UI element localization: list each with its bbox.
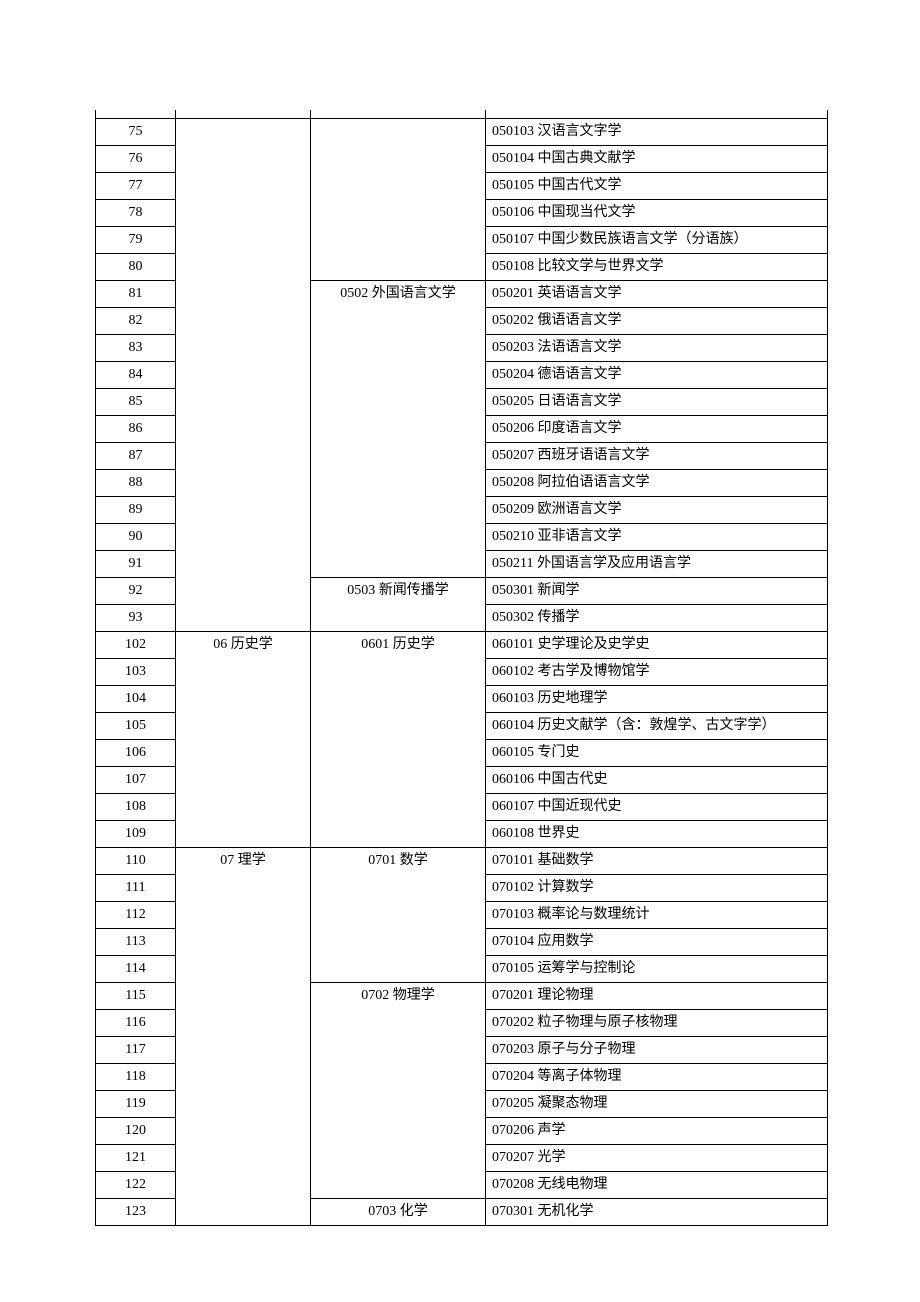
row-number: 111 — [96, 875, 176, 902]
row-number: 77 — [96, 173, 176, 200]
row-number: 85 — [96, 389, 176, 416]
discipline-l2-cell: 070204 等离子体物理 — [486, 1064, 828, 1091]
row-number: 92 — [96, 578, 176, 605]
discipline-l1-cell: 0601 历史学 — [311, 632, 486, 848]
discipline-l2-cell: 050302 传播学 — [486, 605, 828, 632]
disciplines-table: 75 050103 汉语言文字学 76 050104 中国古典文献学 77 050105 … — [95, 110, 828, 1226]
row-number: 81 — [96, 281, 176, 308]
discipline-l2-cell: 050107 中国少数民族语言文学（分语族） — [486, 227, 828, 254]
discipline-l1-cell — [311, 119, 486, 281]
row-number: 86 — [96, 416, 176, 443]
discipline-l2-cell: 050105 中国古代文学 — [486, 173, 828, 200]
row-number: 79 — [96, 227, 176, 254]
row-number: 108 — [96, 794, 176, 821]
row-number: 118 — [96, 1064, 176, 1091]
discipline-l2-cell: 050206 印度语言文学 — [486, 416, 828, 443]
discipline-l2-cell: 060108 世界史 — [486, 821, 828, 848]
discipline-l2-cell: 050208 阿拉伯语语言文学 — [486, 470, 828, 497]
discipline-l2-cell: 050106 中国现当代文学 — [486, 200, 828, 227]
discipline-l2-cell: 050204 德语语言文学 — [486, 362, 828, 389]
row-number: 90 — [96, 524, 176, 551]
discipline-l2-cell: 050103 汉语言文字学 — [486, 119, 828, 146]
discipline-l2-cell: 070207 光学 — [486, 1145, 828, 1172]
discipline-l2-cell: 060101 史学理论及史学史 — [486, 632, 828, 659]
discipline-l2-cell: 070101 基础数学 — [486, 848, 828, 875]
discipline-l2-cell: 070102 计算数学 — [486, 875, 828, 902]
discipline-l2-cell: 070206 声学 — [486, 1118, 828, 1145]
row-number: 117 — [96, 1037, 176, 1064]
row-number: 110 — [96, 848, 176, 875]
discipline-l2-cell: 050211 外国语言学及应用语言学 — [486, 551, 828, 578]
discipline-l2-cell: 050209 欧洲语言文学 — [486, 497, 828, 524]
discipline-l1-cell: 0701 数学 — [311, 848, 486, 983]
discipline-l2-cell: 070208 无线电物理 — [486, 1172, 828, 1199]
row-number: 120 — [96, 1118, 176, 1145]
discipline-l1-cell: 0503 新闻传播学 — [311, 578, 486, 632]
discipline-l2-cell: 060107 中国近现代史 — [486, 794, 828, 821]
row-number: 93 — [96, 605, 176, 632]
row-number: 82 — [96, 308, 176, 335]
discipline-l2-cell: 060106 中国古代史 — [486, 767, 828, 794]
discipline-l2-cell: 070105 运筹学与控制论 — [486, 956, 828, 983]
discipline-l2-cell: 050203 法语语言文学 — [486, 335, 828, 362]
row-number: 114 — [96, 956, 176, 983]
discipline-l2-cell: 050201 英语语言文学 — [486, 281, 828, 308]
row-number: 84 — [96, 362, 176, 389]
row-number: 75 — [96, 119, 176, 146]
discipline-l2-cell: 050205 日语语言文学 — [486, 389, 828, 416]
row-number: 112 — [96, 902, 176, 929]
discipline-l1-cell: 0702 物理学 — [311, 983, 486, 1199]
discipline-l2-cell: 060103 历史地理学 — [486, 686, 828, 713]
row-number: 76 — [96, 146, 176, 173]
discipline-l2-cell: 070205 凝聚态物理 — [486, 1091, 828, 1118]
row-number: 115 — [96, 983, 176, 1010]
discipline-l2-cell: 060105 专门史 — [486, 740, 828, 767]
category-cell: 07 理学 — [176, 848, 311, 1226]
row-number: 113 — [96, 929, 176, 956]
discipline-l2-cell: 050108 比较文学与世界文学 — [486, 254, 828, 281]
row-number: 105 — [96, 713, 176, 740]
row-number: 123 — [96, 1199, 176, 1226]
discipline-l2-cell: 050207 西班牙语语言文学 — [486, 443, 828, 470]
row-number: 106 — [96, 740, 176, 767]
category-cell: 06 历史学 — [176, 632, 311, 848]
discipline-l2-cell: 060104 历史文献学（含：敦煌学、古文字学） — [486, 713, 828, 740]
discipline-l2-cell: 070201 理论物理 — [486, 983, 828, 1010]
discipline-l2-cell: 050301 新闻学 — [486, 578, 828, 605]
table-row: 11007 理学0701 数学070101 基础数学 — [96, 848, 828, 875]
row-number: 83 — [96, 335, 176, 362]
discipline-l2-cell: 050104 中国古典文献学 — [486, 146, 828, 173]
row-number: 119 — [96, 1091, 176, 1118]
table-row: 75 050103 汉语言文字学 — [96, 119, 828, 146]
discipline-l2-cell: 070301 无机化学 — [486, 1199, 828, 1226]
row-number: 103 — [96, 659, 176, 686]
discipline-l2-cell: 070203 原子与分子物理 — [486, 1037, 828, 1064]
row-number: 89 — [96, 497, 176, 524]
category-cell — [176, 119, 311, 632]
discipline-l2-cell: 060102 考古学及博物馆学 — [486, 659, 828, 686]
row-number: 87 — [96, 443, 176, 470]
table-row: 10206 历史学0601 历史学060101 史学理论及史学史 — [96, 632, 828, 659]
discipline-l2-cell: 070103 概率论与数理统计 — [486, 902, 828, 929]
row-number: 88 — [96, 470, 176, 497]
row-number: 121 — [96, 1145, 176, 1172]
row-number: 78 — [96, 200, 176, 227]
row-number: 109 — [96, 821, 176, 848]
discipline-l1-cell: 0703 化学 — [311, 1199, 486, 1226]
discipline-l2-cell: 070202 粒子物理与原子核物理 — [486, 1010, 828, 1037]
row-number: 107 — [96, 767, 176, 794]
row-number: 91 — [96, 551, 176, 578]
row-number: 80 — [96, 254, 176, 281]
row-number: 116 — [96, 1010, 176, 1037]
discipline-l2-cell: 050210 亚非语言文学 — [486, 524, 828, 551]
row-number: 104 — [96, 686, 176, 713]
row-number: 122 — [96, 1172, 176, 1199]
row-number: 102 — [96, 632, 176, 659]
discipline-l1-cell: 0502 外国语言文学 — [311, 281, 486, 578]
discipline-l2-cell: 050202 俄语语言文学 — [486, 308, 828, 335]
discipline-l2-cell: 070104 应用数学 — [486, 929, 828, 956]
